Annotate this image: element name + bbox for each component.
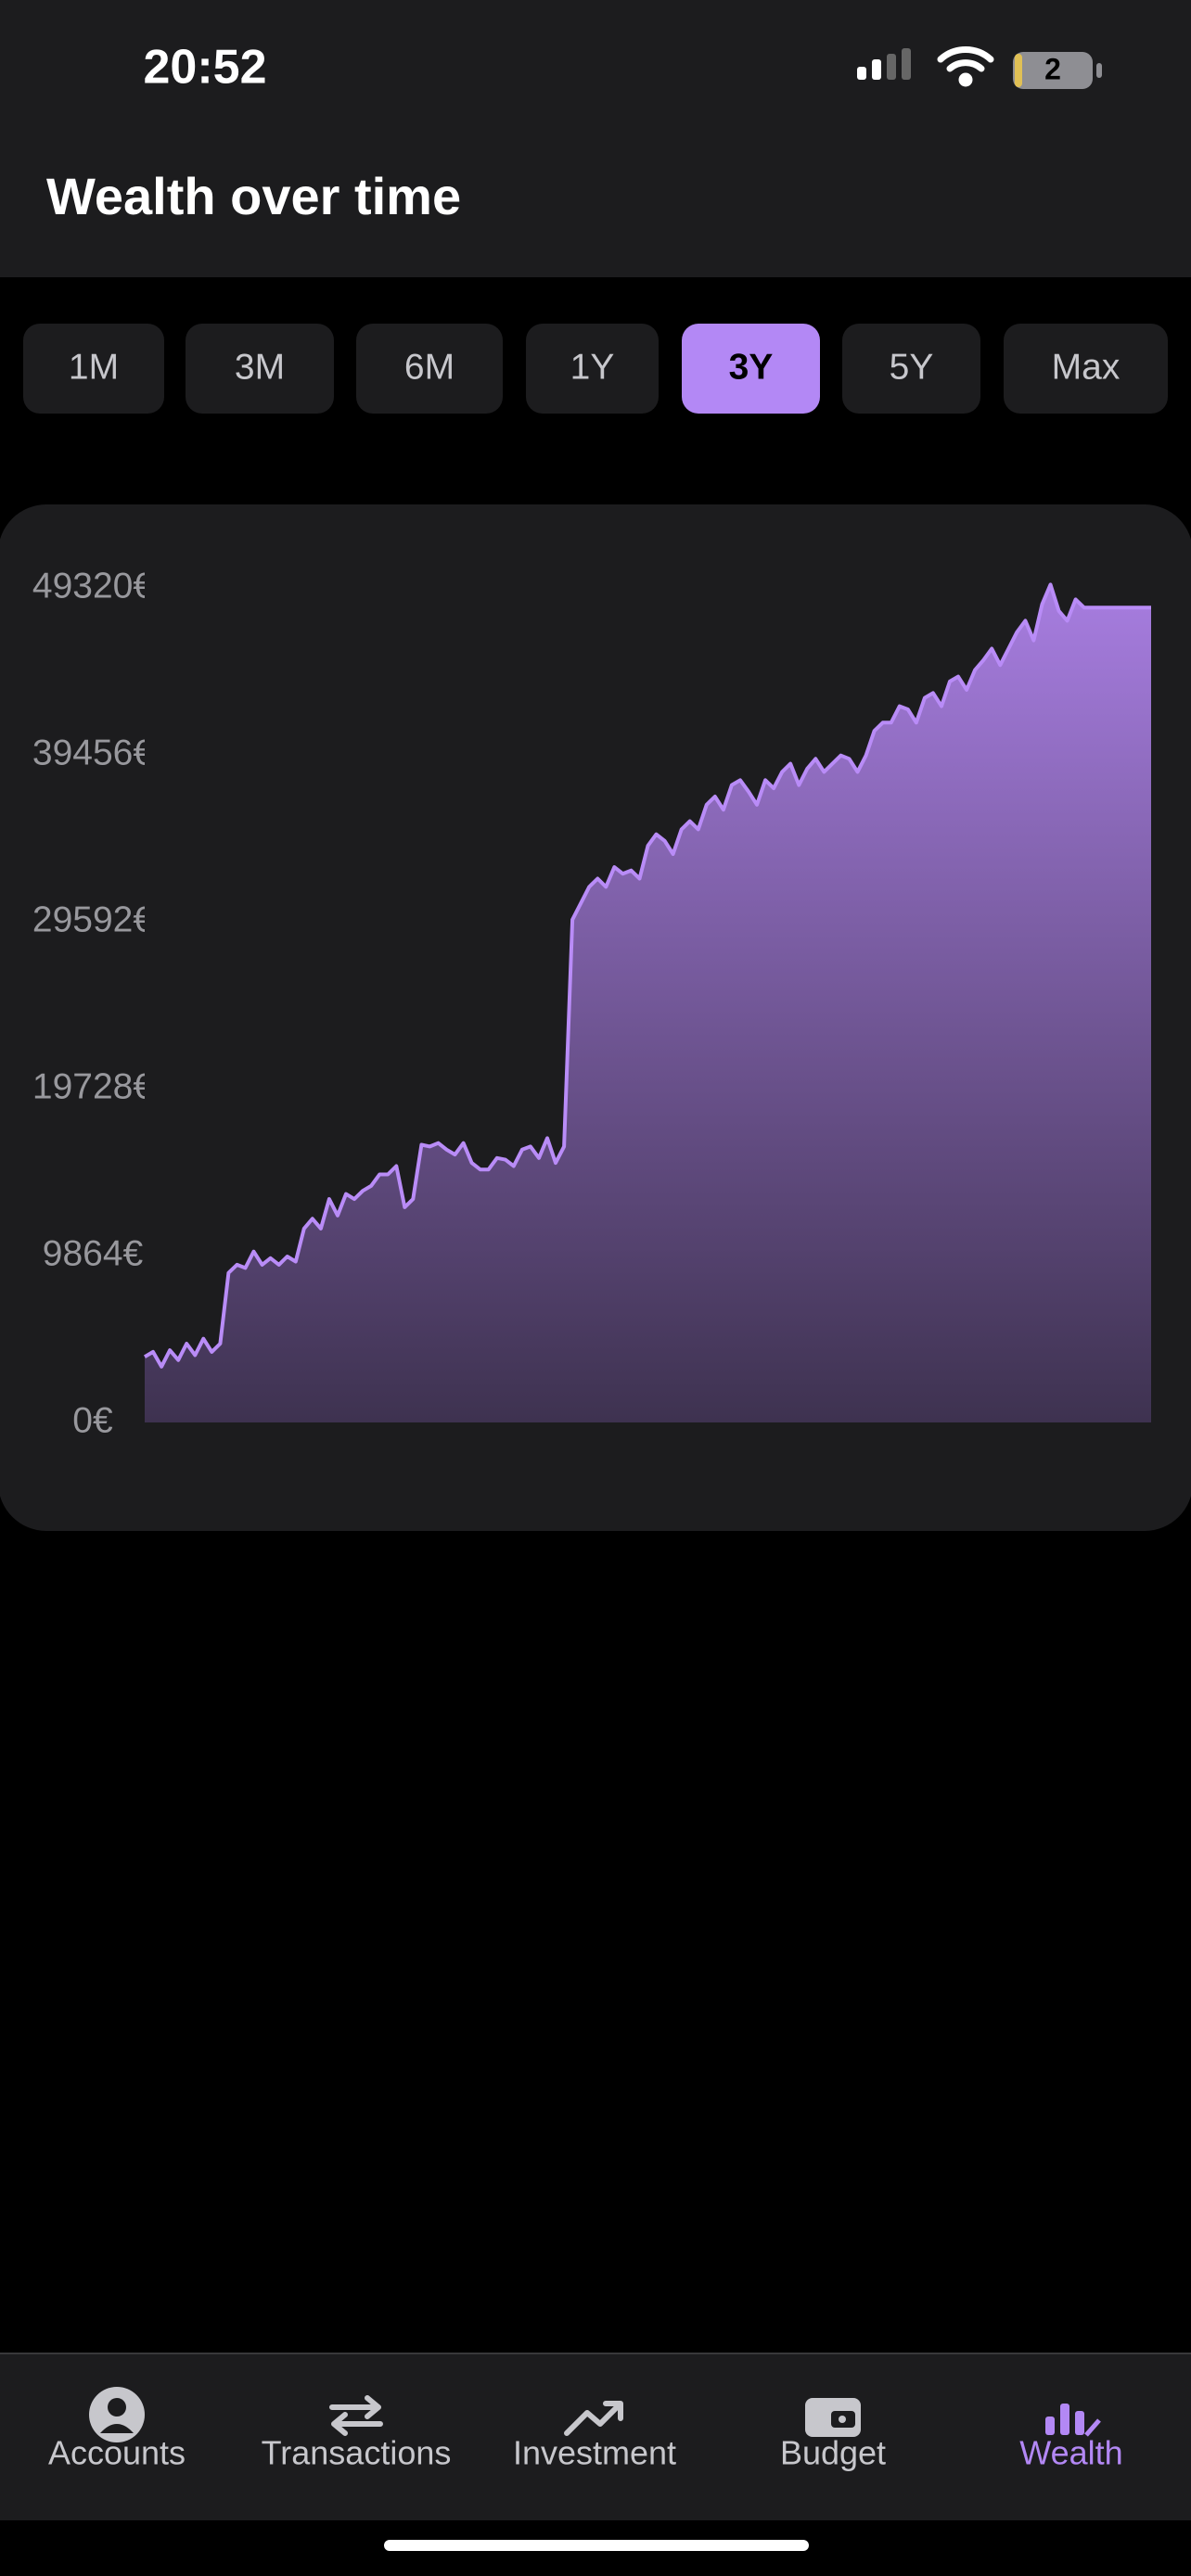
tab-label[interactable]: 1M — [69, 347, 119, 387]
y-tick-label: 19728€ — [32, 1066, 153, 1106]
nav-icon[interactable] — [329, 2395, 383, 2436]
tab-label[interactable]: Max — [1052, 347, 1121, 387]
nav-icon[interactable] — [89, 2387, 145, 2442]
tab-bg[interactable] — [842, 324, 980, 414]
nav-icon[interactable] — [805, 2398, 861, 2437]
range-tabs: 1M 3M 6M 1Y 3Y 5Y Max — [23, 324, 1168, 414]
tab-bg[interactable] — [1004, 324, 1168, 414]
y-tick-label: 39456€ — [32, 733, 153, 772]
status-time: 20:52 — [144, 41, 267, 95]
tab-label[interactable]: 3M — [235, 347, 285, 387]
chart: 0€ 9864€ 19728€ 29592€ 39456€ 49320€ — [32, 566, 1151, 1440]
nav-label[interactable]: Investment — [513, 2434, 676, 2472]
tab-label[interactable]: 3Y — [729, 347, 774, 387]
nav-label[interactable]: Budget — [780, 2434, 886, 2472]
tab-bar — [0, 2353, 1191, 2520]
page-title: Wealth over time — [46, 167, 461, 225]
tab-bg[interactable] — [356, 324, 503, 414]
tab-bg[interactable] — [682, 324, 820, 414]
area-line — [143, 582, 1151, 1369]
bottom-nav: Accounts Transactions Investment Budget Weal… — [48, 2387, 1123, 2472]
tab-bg[interactable] — [526, 324, 659, 414]
y-tick-label: 49320€ — [32, 566, 153, 606]
y-tick-label: 0€ — [72, 1400, 113, 1440]
header-bg — [0, 0, 1191, 277]
nav-label[interactable]: Transactions — [262, 2434, 452, 2472]
y-tick-label: 9864€ — [43, 1233, 144, 1273]
area-fill — [145, 584, 1151, 1422]
wifi-icon — [937, 46, 994, 87]
battery-icon: 2 — [1013, 52, 1102, 89]
tab-label[interactable]: 1Y — [570, 347, 615, 387]
tab-bg[interactable] — [186, 324, 334, 414]
battery-level: 2 — [1044, 52, 1061, 85]
y-tick-label: 29592€ — [32, 899, 153, 939]
home-indicator — [384, 2540, 809, 2551]
signal-icon — [857, 48, 911, 80]
nav-label[interactable]: Wealth — [1019, 2434, 1122, 2472]
tab-bg[interactable] — [23, 324, 164, 414]
nav-icon[interactable] — [564, 2401, 623, 2436]
tab-label[interactable]: 5Y — [890, 347, 934, 387]
tab-label[interactable]: 6M — [404, 347, 455, 387]
nav-icon[interactable] — [1045, 2404, 1101, 2437]
nav-label[interactable]: Accounts — [48, 2434, 186, 2472]
